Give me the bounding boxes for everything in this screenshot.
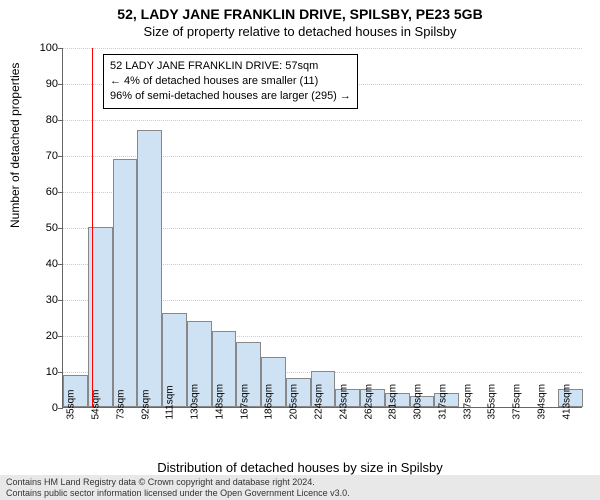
grid-line [63, 120, 582, 121]
y-tick [58, 156, 63, 157]
y-tick-label: 40 [18, 258, 58, 270]
y-tick-label: 70 [18, 150, 58, 162]
y-tick-label: 10 [18, 366, 58, 378]
x-axis-label: Distribution of detached houses by size … [0, 460, 600, 475]
legend-line: 96% of semi-detached houses are larger (… [110, 89, 351, 104]
histogram-bar [113, 159, 138, 407]
y-tick [58, 84, 63, 85]
y-tick [58, 228, 63, 229]
y-tick [58, 120, 63, 121]
histogram-chart: 52 LADY JANE FRANKLIN DRIVE: 57sqm← 4% o… [62, 48, 582, 408]
y-tick [58, 48, 63, 49]
y-tick [58, 336, 63, 337]
legend-line: ← 4% of detached houses are smaller (11) [110, 74, 351, 89]
y-tick-label: 20 [18, 330, 58, 342]
y-tick-label: 90 [18, 78, 58, 90]
page-title: 52, LADY JANE FRANKLIN DRIVE, SPILSBY, P… [0, 0, 600, 22]
footer-attribution: Contains HM Land Registry data © Crown c… [0, 475, 600, 500]
y-tick-label: 80 [18, 114, 58, 126]
property-marker-line [92, 48, 93, 407]
y-tick-label: 50 [18, 222, 58, 234]
footer-line-1: Contains HM Land Registry data © Crown c… [6, 477, 594, 487]
page-subtitle: Size of property relative to detached ho… [0, 22, 600, 39]
y-tick-label: 60 [18, 186, 58, 198]
y-tick [58, 372, 63, 373]
y-tick-label: 30 [18, 294, 58, 306]
footer-line-2: Contains public sector information licen… [6, 488, 594, 498]
histogram-bar [137, 130, 162, 407]
y-tick [58, 264, 63, 265]
y-tick-label: 0 [18, 402, 58, 414]
grid-line [63, 48, 582, 49]
y-tick [58, 300, 63, 301]
legend-line: 52 LADY JANE FRANKLIN DRIVE: 57sqm [110, 59, 351, 74]
y-tick-label: 100 [18, 42, 58, 54]
chart-legend: 52 LADY JANE FRANKLIN DRIVE: 57sqm← 4% o… [103, 54, 358, 109]
y-tick [58, 192, 63, 193]
y-tick [58, 408, 63, 409]
